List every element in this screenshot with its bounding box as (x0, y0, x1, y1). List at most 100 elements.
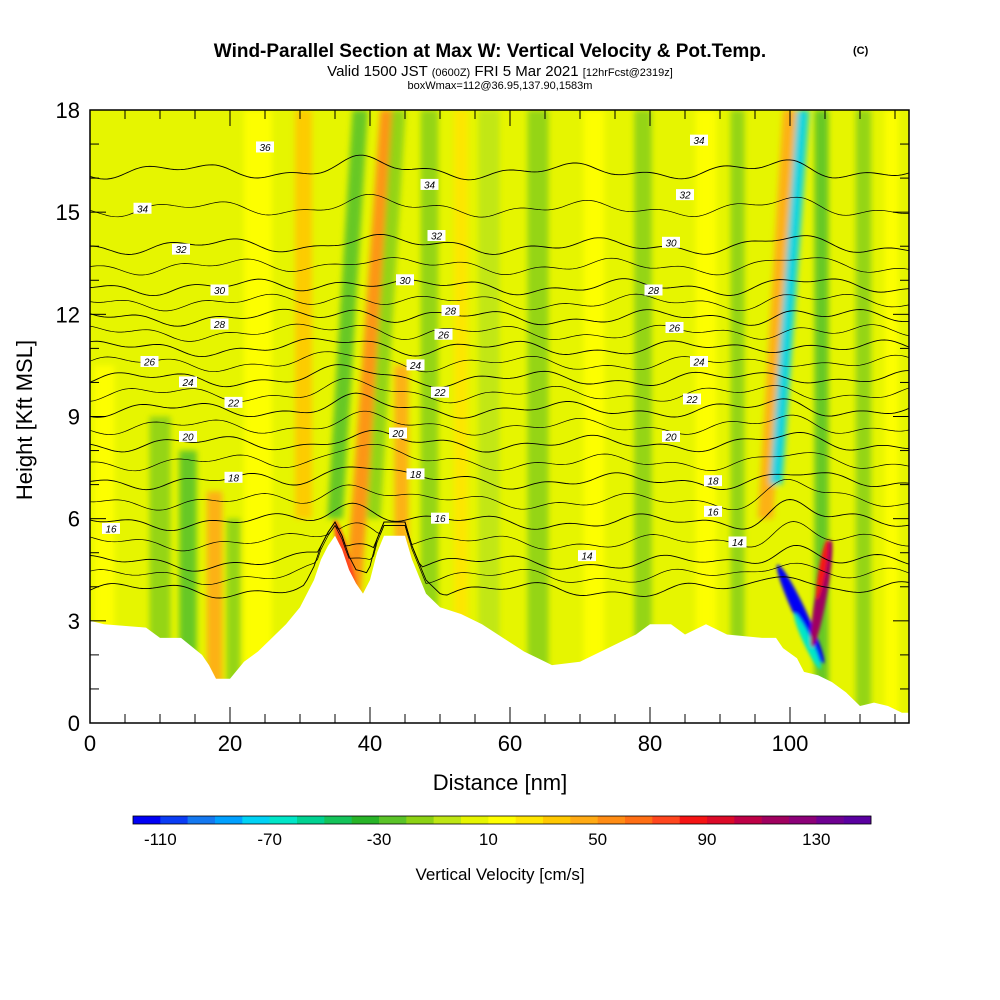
colorbar-tick-label: 130 (802, 830, 830, 849)
theta-contour-minor (90, 524, 909, 585)
y-tick-label: 15 (56, 200, 80, 225)
contour-label-box (644, 284, 663, 296)
colorbar-swatch (297, 816, 325, 824)
velocity-band (527, 110, 549, 723)
colorbar-swatch (488, 816, 516, 824)
contour-label-text: 14 (732, 538, 744, 549)
contour-label-text: 30 (665, 238, 677, 249)
contour-label-box (224, 396, 243, 408)
contour-label-box (406, 359, 425, 371)
velocity-bands (93, 110, 899, 723)
theta-contour-minor (90, 478, 909, 511)
contour-label-text: 30 (399, 276, 411, 287)
contour-label-box (210, 284, 229, 296)
velocity-band (344, 110, 396, 604)
colorbar-swatch (406, 816, 434, 824)
colorbar: -110 -70 -30 10 50 90 130 (132, 815, 872, 849)
contour-label: 34 (420, 178, 439, 191)
colorbar-swatch (187, 816, 216, 824)
subtitle-utc: (0600Z) (432, 67, 471, 79)
colorbar-swatch (269, 816, 298, 824)
contour-label-box (728, 536, 747, 548)
theta-contour-22 (90, 429, 909, 453)
contour-label-text: 26 (668, 323, 681, 334)
theta-contour-minor (90, 323, 909, 342)
contour-label-box (662, 430, 680, 442)
contour-label-text: 28 (213, 320, 226, 331)
contour-label: 20 (179, 430, 197, 443)
contour-label-box (406, 468, 425, 480)
colorbar-tick-label: -110 (144, 830, 177, 849)
contour-label-text: 24 (692, 358, 705, 369)
x-tick-label: 20 (218, 731, 242, 756)
theta-contour-36 (90, 154, 909, 181)
colorbar-swatch (515, 816, 544, 824)
x-tick-label: 80 (638, 731, 662, 756)
colorbar-swatch (379, 816, 407, 824)
contour-label-box (224, 471, 243, 483)
contour-label-box (140, 356, 159, 368)
contour-label-text: 26 (143, 358, 156, 369)
terrain (90, 535, 909, 723)
contour-label: 26 (140, 356, 159, 369)
contour-label-text: 28 (444, 306, 457, 317)
contour-label-box (690, 134, 708, 146)
theta-contour-34 (90, 233, 909, 255)
colorbar-swatch (734, 816, 762, 824)
colorbar-swatch (215, 816, 243, 824)
contour-label: 34 (133, 202, 152, 215)
contour-label-box (662, 236, 680, 248)
contour-label: 14 (728, 536, 747, 549)
y-tick-label: 18 (56, 98, 80, 123)
contour-label: 28 (441, 304, 460, 317)
contour-label-box (434, 328, 453, 340)
colorbar-swatch (597, 816, 626, 824)
contour-label: 22 (224, 396, 243, 409)
contour-label: 18 (704, 475, 722, 488)
theta-contour-minor (90, 443, 909, 472)
contour-label-text: 24 (409, 361, 422, 372)
y-tick-label: 9 (68, 405, 80, 430)
contour-label: 30 (396, 274, 414, 287)
contour-label: 28 (644, 284, 663, 297)
subtitle-date: FRI 5 Mar 2021 (474, 63, 578, 80)
contour-label-text: 24 (181, 378, 194, 389)
colorbar-tick-label: -30 (367, 830, 392, 849)
velocity-core (815, 539, 829, 600)
colorbar-swatch (707, 816, 735, 824)
colorbar-swatch (242, 816, 270, 824)
velocity-core (810, 539, 833, 648)
contour-label-box (396, 274, 414, 286)
contour-label-box (172, 243, 190, 255)
colorbar-swatch (652, 816, 680, 824)
contour-label: 16 (431, 512, 449, 525)
contour-label: 32 (427, 230, 446, 243)
contour-label-box (102, 522, 120, 534)
contour-label-box (704, 475, 722, 487)
velocity-band (295, 110, 312, 519)
contour-label-box (256, 141, 274, 153)
colorbar-label: Vertical Velocity [cm/s] (415, 865, 584, 884)
contour-label: 32 (172, 243, 190, 256)
colorbar-swatch (625, 816, 653, 824)
colorbar-swatch (324, 816, 352, 824)
contour-label-text: 18 (707, 477, 719, 488)
colorbar-tick-label: 10 (479, 830, 498, 849)
contour-label-text: 16 (707, 507, 719, 518)
theta-contour-minor (90, 351, 909, 373)
theta-contour-minor (90, 410, 909, 436)
theta-contour-26 (90, 364, 909, 388)
colorbar-swatch (433, 816, 462, 824)
contour-label: 32 (676, 189, 694, 202)
contour-label: 24 (179, 376, 197, 389)
theta-contour-minor (90, 293, 909, 312)
contour-label-box (210, 318, 229, 330)
x-tick-label: 40 (358, 731, 382, 756)
theta-contour-minor (90, 257, 909, 276)
velocity-band (855, 110, 872, 723)
colorbar-tick-label: 50 (588, 830, 607, 849)
contour-label-text: 14 (581, 552, 593, 563)
contour-label: 16 (102, 522, 120, 535)
